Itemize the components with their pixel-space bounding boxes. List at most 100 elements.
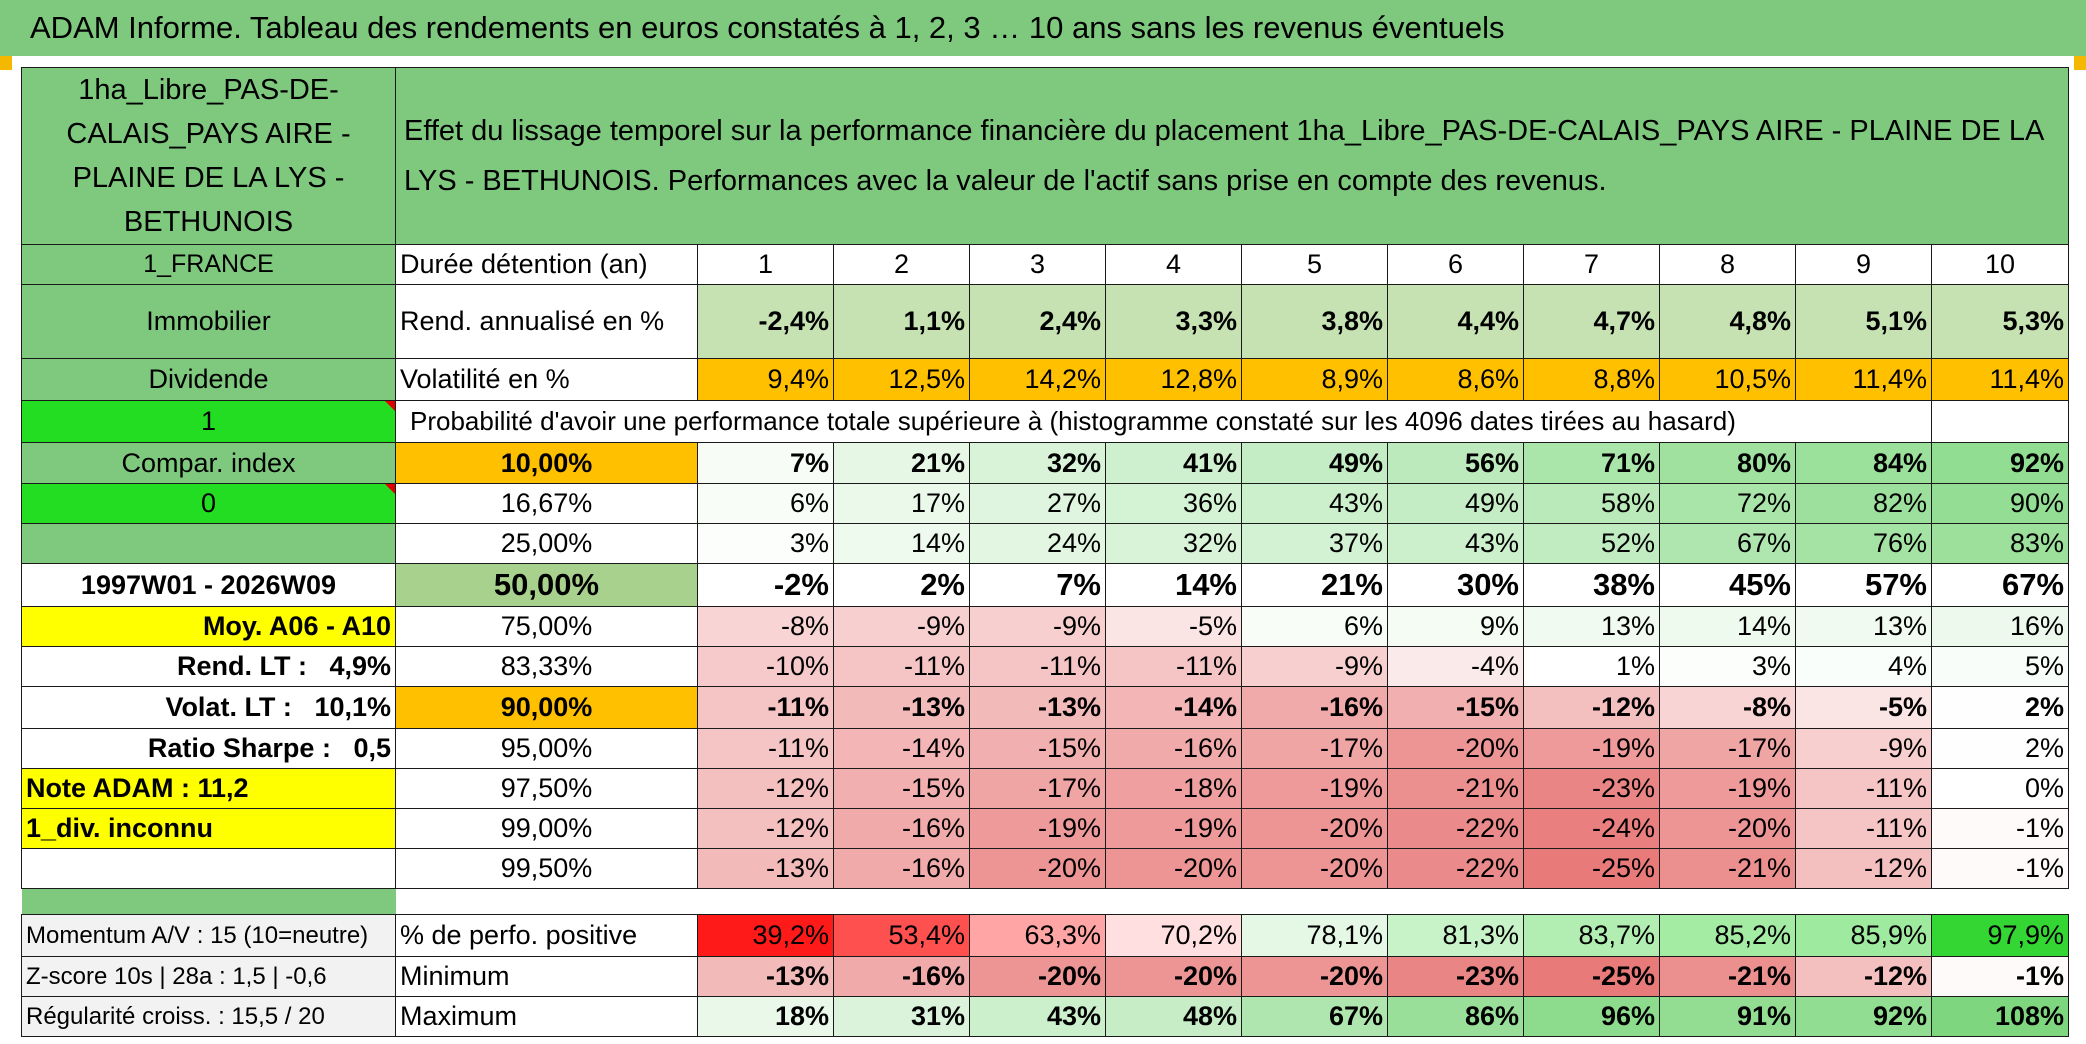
quantile-label: 16,67% xyxy=(395,483,698,524)
quantile-cell: -22% xyxy=(1387,808,1524,849)
vol-cell: 11,4% xyxy=(1795,358,1932,401)
returns-table: 1ha_Libre_PAS-DE-CALAIS_PAYS AIRE - PLAI… xyxy=(21,67,2070,1037)
maximum-cell: 18% xyxy=(697,996,834,1037)
quantile-cell: 38% xyxy=(1523,563,1660,607)
minimum-cell: -20% xyxy=(1105,956,1242,997)
quantile-cell: 2% xyxy=(1930,728,2070,769)
quantile-cell: -17% xyxy=(1241,728,1388,769)
quantile-label: 97,50% xyxy=(395,768,698,809)
quantile-cell: -11% xyxy=(833,646,970,687)
positive-cell: 78,1% xyxy=(1241,914,1388,957)
quantile-cell: -11% xyxy=(1105,646,1242,687)
quantile-cell: 13% xyxy=(1523,606,1660,647)
quantile-cell: -19% xyxy=(1241,768,1388,809)
quantile-cell: 52% xyxy=(1523,523,1660,564)
year-header-9: 9 xyxy=(1795,244,1932,285)
flag-zero: 0 xyxy=(21,483,396,524)
maximum-label: Maximum xyxy=(395,996,698,1037)
quantile-cell: 80% xyxy=(1659,442,1796,484)
quantile-cell: 30% xyxy=(1387,563,1524,607)
vol-cell: 14,2% xyxy=(969,358,1106,401)
quantile-cell: 32% xyxy=(969,442,1106,484)
quantile-cell: 14% xyxy=(833,523,970,564)
quantile-cell: -25% xyxy=(1523,848,1660,889)
rend-cell: -2,4% xyxy=(697,284,834,359)
empty-green-cell xyxy=(21,523,396,564)
quantile-cell: 84% xyxy=(1795,442,1932,484)
vol-cell: 12,8% xyxy=(1105,358,1242,401)
vol-cell: 12,5% xyxy=(833,358,970,401)
quantile-cell: 45% xyxy=(1659,563,1796,607)
quantile-cell: 67% xyxy=(1659,523,1796,564)
quantile-cell: 71% xyxy=(1523,442,1660,484)
year-header-7: 7 xyxy=(1523,244,1660,285)
positive-cell: 39,2% xyxy=(697,914,834,957)
quantile-cell: -9% xyxy=(833,606,970,647)
rend-cell: 2,4% xyxy=(969,284,1106,359)
spacer-green-cell xyxy=(21,888,396,915)
quantile-cell: 32% xyxy=(1105,523,1242,564)
quantile-cell: 7% xyxy=(969,563,1106,607)
quantile-cell: 9% xyxy=(1387,606,1524,647)
quantile-cell: 56% xyxy=(1387,442,1524,484)
quantile-cell: -15% xyxy=(833,768,970,809)
maximum-cell: 91% xyxy=(1659,996,1796,1037)
year-header-4: 4 xyxy=(1105,244,1242,285)
year-header-8: 8 xyxy=(1659,244,1796,285)
quantile-cell: -20% xyxy=(969,848,1106,889)
quantile-cell: -24% xyxy=(1523,808,1660,849)
maximum-cell: 67% xyxy=(1241,996,1388,1037)
quantile-cell: 6% xyxy=(1241,606,1388,647)
quantile-label: 95,00% xyxy=(395,728,698,769)
quantile-cell: -17% xyxy=(1659,728,1796,769)
quantile-cell: 43% xyxy=(1241,483,1388,524)
quantile-cell: -19% xyxy=(1105,808,1242,849)
empty-cell xyxy=(21,848,396,889)
quantile-cell: -11% xyxy=(1795,768,1932,809)
quantile-cell: 83% xyxy=(1930,523,2070,564)
minimum-cell: -25% xyxy=(1523,956,1660,997)
volat-lt: Volat. LT : 10,1% xyxy=(21,686,396,729)
rend-label: Rend. annualisé en % xyxy=(395,284,698,359)
quantile-cell: 2% xyxy=(1930,686,2070,729)
quantile-cell: 57% xyxy=(1795,563,1932,607)
year-header-10: 10 xyxy=(1930,244,2070,285)
quantile-cell: 5% xyxy=(1930,646,2070,687)
maximum-cell: 92% xyxy=(1795,996,1932,1037)
zscore-label: Z-score 10s | 28a : 1,5 | -0,6 xyxy=(21,956,396,997)
quantile-cell: 17% xyxy=(833,483,970,524)
quantile-cell: -11% xyxy=(1795,808,1932,849)
minimum-cell: -13% xyxy=(697,956,834,997)
quantile-cell: -17% xyxy=(969,768,1106,809)
positive-cell: 81,3% xyxy=(1387,914,1524,957)
quantile-cell: 43% xyxy=(1387,523,1524,564)
positive-cell: 97,9% xyxy=(1930,914,2070,957)
quantile-cell: -21% xyxy=(1387,768,1524,809)
quantile-cell: 76% xyxy=(1795,523,1932,564)
quantile-cell: 36% xyxy=(1105,483,1242,524)
quantile-cell: 58% xyxy=(1523,483,1660,524)
minimum-cell: -1% xyxy=(1930,956,2070,997)
quantile-cell: 37% xyxy=(1241,523,1388,564)
period-label: 1997W01 - 2026W09 xyxy=(21,563,396,607)
vol-cell: 8,8% xyxy=(1523,358,1660,401)
note-adam: Note ADAM : 11,2 xyxy=(21,768,396,809)
quantile-cell: -12% xyxy=(1523,686,1660,729)
positive-cell: 85,2% xyxy=(1659,914,1796,957)
flag-one: 1 xyxy=(21,400,396,443)
quantile-cell: 82% xyxy=(1795,483,1932,524)
rend-cell: 4,7% xyxy=(1523,284,1660,359)
year-header-3: 3 xyxy=(969,244,1106,285)
quantile-cell: -9% xyxy=(1795,728,1932,769)
quantile-cell: -1% xyxy=(1930,848,2070,889)
quantile-cell: -23% xyxy=(1523,768,1660,809)
sharpe-label: Ratio Sharpe : xyxy=(147,733,331,763)
quantile-cell: -19% xyxy=(969,808,1106,849)
minimum-cell: -23% xyxy=(1387,956,1524,997)
quantile-cell: -19% xyxy=(1523,728,1660,769)
quantile-cell: -15% xyxy=(969,728,1106,769)
asset-name: 1ha_Libre_PAS-DE-CALAIS_PAYS AIRE - PLAI… xyxy=(21,67,396,245)
year-header-2: 2 xyxy=(833,244,970,285)
quantile-cell: -9% xyxy=(969,606,1106,647)
quantile-cell: 2% xyxy=(833,563,970,607)
